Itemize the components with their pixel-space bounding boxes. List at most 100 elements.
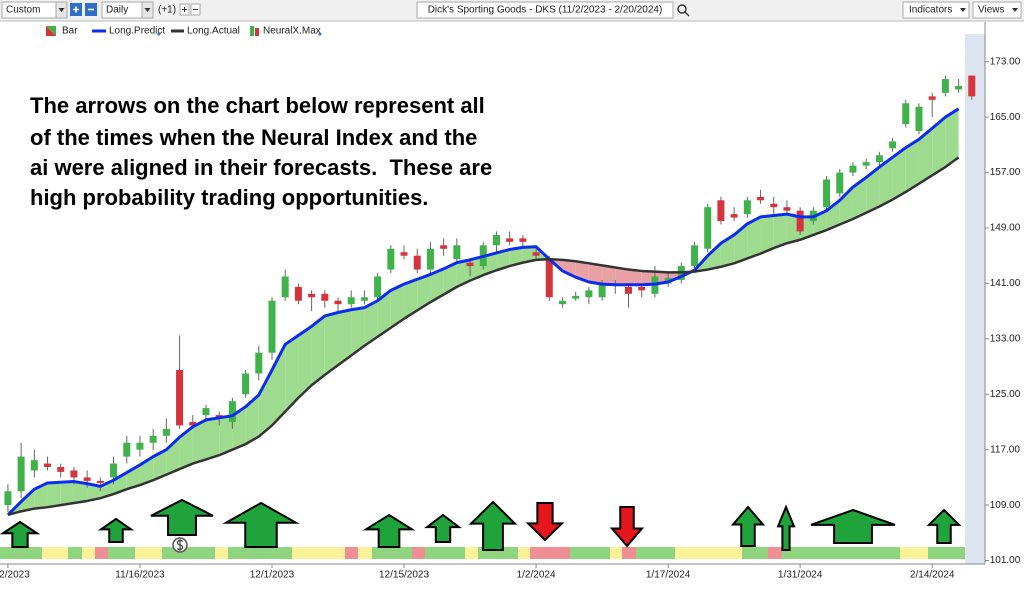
candle-body xyxy=(585,290,593,298)
indicators-button[interactable] xyxy=(902,1,970,19)
candle-body xyxy=(598,283,606,298)
candle-body xyxy=(889,141,897,149)
strip-segment xyxy=(530,547,570,559)
legend-dot xyxy=(157,32,161,36)
candle-body xyxy=(757,196,765,201)
plus-icon xyxy=(182,7,187,12)
down-arrow xyxy=(609,506,645,548)
candle-body xyxy=(4,491,12,506)
dollar-icon xyxy=(172,537,188,553)
search-lens xyxy=(677,4,687,14)
views-button[interactable] xyxy=(972,1,1022,19)
spread-fill xyxy=(839,187,853,225)
strip-segment xyxy=(228,547,292,559)
spread-fill xyxy=(87,483,101,501)
dropdown-arrow xyxy=(960,8,966,12)
candle-body xyxy=(849,165,857,173)
candle-body xyxy=(796,210,804,232)
spread-fill xyxy=(443,262,457,295)
annotation-line: high probability trading opportunities. xyxy=(30,185,428,210)
spread-fill xyxy=(879,157,893,207)
strip-segment xyxy=(42,547,68,559)
strip-segment xyxy=(675,547,742,559)
spread-fill xyxy=(602,265,616,285)
strip-segment xyxy=(82,547,95,559)
spread-fill xyxy=(892,147,906,200)
spread-fill xyxy=(588,263,603,285)
strip-segment xyxy=(570,547,610,559)
x-tick-label: 1/31/2024 xyxy=(778,570,823,581)
strip-segment xyxy=(0,547,42,559)
series-line xyxy=(6,107,960,516)
strip-segment xyxy=(412,547,425,559)
spread-fill xyxy=(377,290,391,337)
candle-body xyxy=(44,463,52,468)
spread-fill xyxy=(747,216,761,259)
spread-fill xyxy=(219,415,233,456)
candle-body xyxy=(968,75,976,97)
annotation-line: ai were aligned in their forecasts. Thes… xyxy=(30,155,492,180)
spread-fill xyxy=(628,269,642,285)
candle-body xyxy=(492,234,500,246)
y-tick-label: 133.00 xyxy=(990,333,1021,344)
signal-arrows xyxy=(0,498,962,551)
legend-label: Long.Actual xyxy=(187,26,240,37)
candle-body xyxy=(519,238,527,242)
strip-segment xyxy=(465,547,478,559)
candle-body xyxy=(862,162,870,166)
strip-segment xyxy=(425,547,465,559)
spread-fill xyxy=(945,108,959,168)
y-tick-label: 173.00 xyxy=(990,56,1021,67)
candle-body xyxy=(717,200,725,222)
candle-body xyxy=(572,295,580,299)
symbol-box[interactable] xyxy=(416,1,674,19)
up-arrow xyxy=(424,513,462,543)
strip-segment xyxy=(108,547,135,559)
spread-fill xyxy=(707,243,721,270)
candle-body xyxy=(730,214,738,218)
candle-body xyxy=(638,286,646,291)
dropdown-arrow xyxy=(58,8,65,12)
up-arrow xyxy=(926,508,962,544)
range-label: Custom xyxy=(6,5,40,16)
plus-icon xyxy=(73,6,79,13)
search-icon[interactable] xyxy=(677,4,690,17)
indicators-label: Indicators xyxy=(909,5,952,16)
candle-body xyxy=(506,238,514,242)
strip-segment xyxy=(372,547,412,559)
strip-segment xyxy=(95,547,108,559)
y-tick-label: 109.00 xyxy=(990,500,1021,511)
candle-body xyxy=(242,373,250,395)
spread-fill xyxy=(34,482,48,509)
strip-segment xyxy=(636,547,675,559)
spread-fill xyxy=(918,128,933,184)
candle-body xyxy=(334,300,342,305)
candle-body xyxy=(413,255,421,270)
strip-segment xyxy=(68,547,82,559)
candle-body xyxy=(149,435,157,443)
annotation-line: The arrows on the chart below represent … xyxy=(30,93,485,118)
strip-segment xyxy=(742,547,768,559)
up-arrow xyxy=(222,501,300,548)
annotation-line: of the times when the Neural Index and t… xyxy=(30,125,477,150)
candle-body xyxy=(558,300,566,305)
strip-segment xyxy=(135,547,162,559)
candle-body xyxy=(426,248,434,270)
legend-icon xyxy=(250,26,254,36)
spread-fill xyxy=(298,326,312,398)
candle-body xyxy=(308,293,316,298)
spread-fill xyxy=(430,268,444,303)
y-tick-label: 125.00 xyxy=(990,389,1021,400)
forecast-band xyxy=(965,34,985,564)
spread-fill xyxy=(932,117,946,176)
strip-segment xyxy=(768,547,782,559)
up-arrow xyxy=(776,504,796,551)
candle-body xyxy=(915,106,923,131)
spread-fill xyxy=(192,419,206,464)
candle-body xyxy=(189,421,197,426)
spread-fill xyxy=(153,449,167,481)
spread-fill xyxy=(773,214,787,249)
spread-fill xyxy=(760,215,774,254)
candle-body xyxy=(57,467,65,472)
candle-body xyxy=(123,442,131,457)
